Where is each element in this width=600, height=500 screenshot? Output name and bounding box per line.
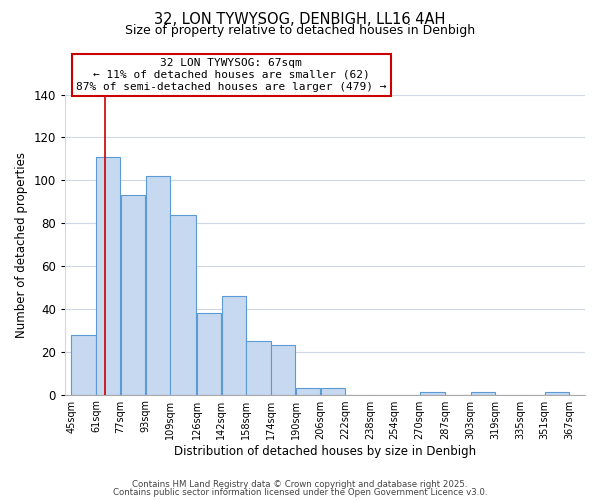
Bar (271, 346, 295, 395)
Text: Contains HM Land Registry data © Crown copyright and database right 2025.: Contains HM Land Registry data © Crown c… (132, 480, 468, 489)
Text: 32 LON TYWYSOG: 67sqm
← 11% of detached houses are smaller (62)
87% of semi-deta: 32 LON TYWYSOG: 67sqm ← 11% of detached … (76, 58, 386, 92)
Bar (96, 156, 121, 394)
Bar (320, 388, 345, 394)
Bar (71, 334, 95, 394)
Bar (545, 392, 569, 394)
Bar (121, 196, 145, 394)
Bar (296, 388, 320, 394)
Y-axis label: Number of detached properties: Number of detached properties (15, 152, 28, 338)
Text: Contains public sector information licensed under the Open Government Licence v3: Contains public sector information licen… (113, 488, 487, 497)
Bar (246, 341, 271, 394)
X-axis label: Distribution of detached houses by size in Denbigh: Distribution of detached houses by size … (174, 444, 476, 458)
Text: Size of property relative to detached houses in Denbigh: Size of property relative to detached ho… (125, 24, 475, 37)
Bar (419, 392, 445, 394)
Bar (470, 392, 495, 394)
Bar (221, 296, 246, 394)
Bar (170, 214, 196, 394)
Bar (146, 176, 170, 394)
Text: 32, LON TYWYSOG, DENBIGH, LL16 4AH: 32, LON TYWYSOG, DENBIGH, LL16 4AH (154, 12, 446, 28)
Bar (197, 313, 221, 394)
